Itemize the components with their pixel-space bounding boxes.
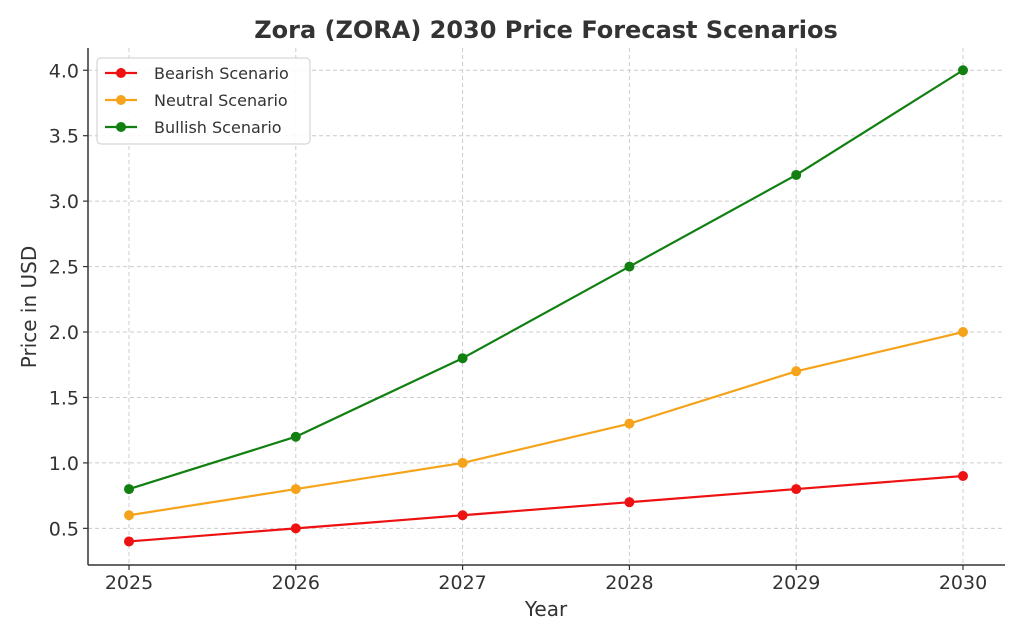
- series-line: [128, 69, 964, 491]
- y-tick-label: 3.0: [49, 191, 79, 213]
- y-tick-label: 3.5: [49, 126, 79, 148]
- data-point: [124, 536, 134, 547]
- x-axis-label: Year: [524, 597, 568, 621]
- series-line: [128, 330, 964, 517]
- x-tick-label: 2029: [772, 572, 820, 594]
- legend-entry: Bullish Scenario: [105, 118, 282, 137]
- series-line: [128, 474, 964, 543]
- legend: Bearish Scenario Neutral Scenario Bullish …: [96, 57, 311, 145]
- legend-label: Bullish Scenario: [154, 118, 282, 137]
- data-point: [958, 470, 968, 481]
- data-point: [290, 523, 301, 534]
- tick-layer: 2025 2026 2027 2028 2029 2030 0.5 1.0 1.5 2.0 2.5 3…: [49, 60, 987, 594]
- x-tick-label: 2028: [605, 572, 653, 594]
- data-point: [624, 418, 635, 429]
- data-point: [791, 169, 802, 180]
- data-point: [624, 497, 635, 508]
- legend-swatch-marker: [116, 122, 126, 132]
- data-point: [457, 353, 468, 364]
- data-point: [124, 510, 134, 521]
- data-point: [791, 366, 802, 377]
- data-point: [958, 65, 968, 76]
- x-tick-label: 2030: [939, 572, 987, 594]
- data-point: [290, 431, 301, 442]
- data-point: [624, 261, 635, 272]
- legend-frame: [96, 57, 311, 145]
- data-point: [791, 484, 802, 495]
- series-bearish: [124, 470, 968, 547]
- data-point: [958, 327, 968, 338]
- legend-label: Bearish Scenario: [154, 64, 289, 83]
- y-tick-label: 1.5: [49, 387, 79, 409]
- legend-swatch-marker: [116, 68, 126, 78]
- legend-entry: Neutral Scenario: [105, 91, 288, 110]
- series-layer: [124, 65, 968, 547]
- y-tick-label: 2.5: [49, 257, 79, 279]
- y-axis-label: Price in USD: [17, 246, 41, 368]
- series-neutral: [124, 327, 968, 521]
- y-tick-label: 1.0: [49, 453, 79, 475]
- data-point: [124, 484, 134, 495]
- x-tick-label: 2026: [272, 572, 320, 594]
- chart-title: Zora (ZORA) 2030 Price Forecast Scenario…: [254, 16, 838, 44]
- legend-swatch-marker: [116, 95, 126, 105]
- legend-label: Neutral Scenario: [154, 91, 288, 110]
- y-tick-label: 0.5: [49, 518, 79, 540]
- grid-layer: [88, 48, 1005, 565]
- series-bullish: [124, 65, 968, 495]
- y-tick-label: 2.0: [49, 322, 79, 344]
- x-tick-label: 2027: [438, 572, 486, 594]
- data-point: [457, 457, 468, 468]
- legend-entry: Bearish Scenario: [105, 64, 289, 83]
- data-point: [457, 510, 468, 521]
- x-tick-label: 2025: [105, 572, 153, 594]
- y-tick-label: 4.0: [49, 60, 79, 82]
- data-point: [290, 484, 301, 495]
